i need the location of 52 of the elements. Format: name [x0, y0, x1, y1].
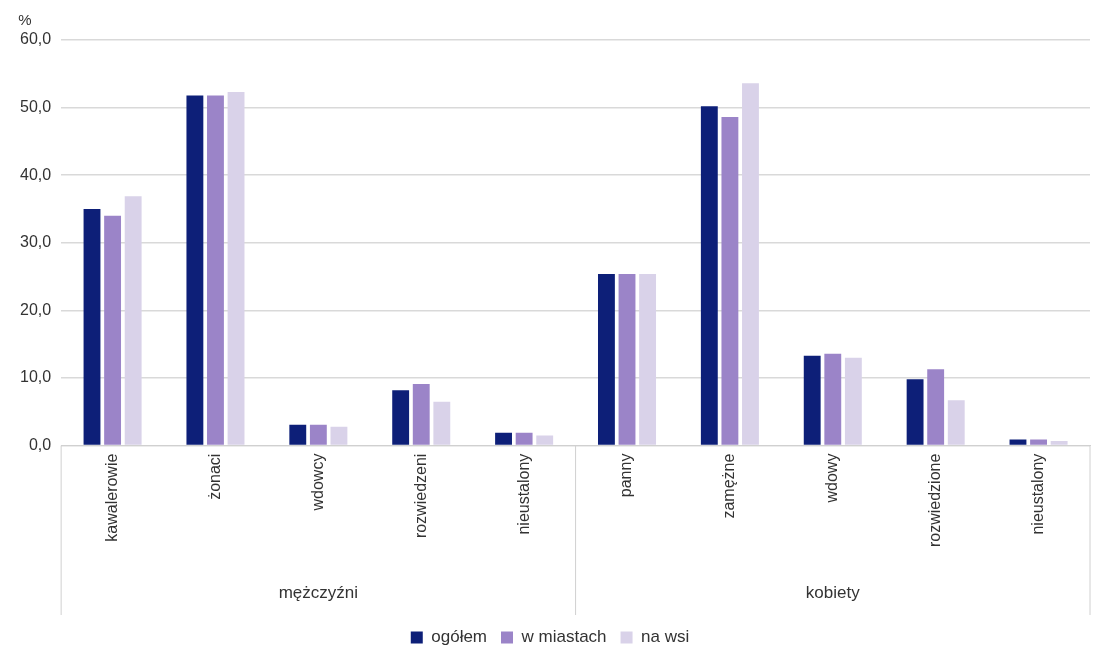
bar [947, 400, 965, 445]
y-tick-label: 20,0 [20, 300, 52, 318]
bar [433, 401, 451, 445]
bar [742, 83, 759, 445]
bar [392, 390, 410, 445]
legend-label: na wsi [641, 627, 690, 647]
bar [124, 196, 142, 445]
x-tick-label: wdowcy [308, 453, 326, 512]
x-tick-label: rozwiedzione [926, 453, 944, 548]
y-tick-label: 50,0 [20, 98, 52, 116]
bar [639, 273, 657, 445]
bar [495, 432, 512, 445]
bar [803, 355, 821, 445]
legend-label: w miastach [520, 627, 607, 647]
bar [1050, 440, 1068, 445]
bar [1030, 439, 1047, 445]
bar [700, 106, 718, 445]
bar [721, 117, 739, 445]
x-tick-label: żonaci [205, 453, 223, 500]
x-tick-label: kawalerowie [102, 453, 120, 542]
x-tick-label: panny [617, 453, 635, 498]
x-tick-label: zamężne [720, 453, 738, 519]
bar [83, 209, 101, 445]
x-tick-label: rozwiedzeni [411, 453, 429, 539]
bar [186, 95, 204, 445]
bar [906, 379, 924, 445]
y-tick-label: 30,0 [20, 233, 52, 251]
bar [598, 273, 615, 445]
legend-label: ogółem [431, 627, 488, 647]
x-tick-label: nieustalony [514, 453, 532, 535]
y-axis-title: % [18, 10, 32, 28]
y-tick-label: 60,0 [20, 30, 52, 48]
y-tick-label: 10,0 [20, 368, 52, 386]
bar [289, 424, 307, 445]
bar [536, 435, 554, 445]
x-tick-label: nieustalony [1028, 453, 1046, 535]
bar [824, 353, 842, 445]
bar [330, 426, 348, 445]
text: kobiety [805, 582, 861, 602]
bar [227, 92, 245, 445]
bar [412, 384, 430, 445]
y-tick-label: 0,0 [28, 436, 52, 454]
x-tick-label: wdowy [823, 453, 841, 504]
bar [207, 95, 224, 445]
bar [618, 273, 636, 445]
text: mężczyźni [278, 582, 359, 602]
bar [104, 215, 122, 445]
bar [309, 424, 327, 445]
bar [844, 357, 862, 445]
bar [515, 432, 533, 445]
bar [927, 369, 945, 445]
y-tick-label: 40,0 [20, 165, 52, 183]
